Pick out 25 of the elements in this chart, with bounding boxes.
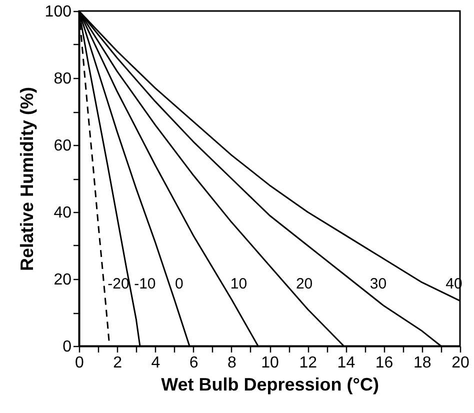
y-axis-title: Relative Humidity (%): [16, 86, 37, 272]
x-tick-label: 2: [113, 354, 122, 372]
x-tick-label: 16: [375, 354, 394, 372]
series-label: 30: [370, 275, 387, 292]
series-label: 20: [296, 275, 313, 292]
x-tick-label: 4: [151, 354, 160, 372]
x-axis-title: Wet Bulb Depression (°C): [161, 374, 379, 394]
x-tick-label: 12: [299, 354, 318, 372]
x-tick-label: 14: [337, 354, 356, 372]
x-tick-label: 6: [189, 354, 198, 372]
y-tick-label: 40: [54, 204, 72, 222]
x-tick-label: 18: [414, 354, 432, 372]
x-tick-label: 10: [261, 354, 279, 372]
series-label: -20: [108, 275, 130, 292]
series-label: -10: [134, 275, 156, 292]
y-tick-label: 20: [54, 272, 72, 288]
x-tick-label: 20: [452, 354, 470, 372]
series-label: 10: [230, 275, 248, 292]
y-tick-label: 0: [62, 338, 72, 356]
x-tick-label: 0: [75, 354, 84, 372]
y-tick-label: 80: [54, 70, 72, 88]
y-tick-label: 100: [44, 4, 72, 20]
series-label: 0: [175, 275, 184, 292]
x-tick-label: 8: [227, 354, 236, 372]
y-tick-label: 60: [54, 138, 72, 154]
